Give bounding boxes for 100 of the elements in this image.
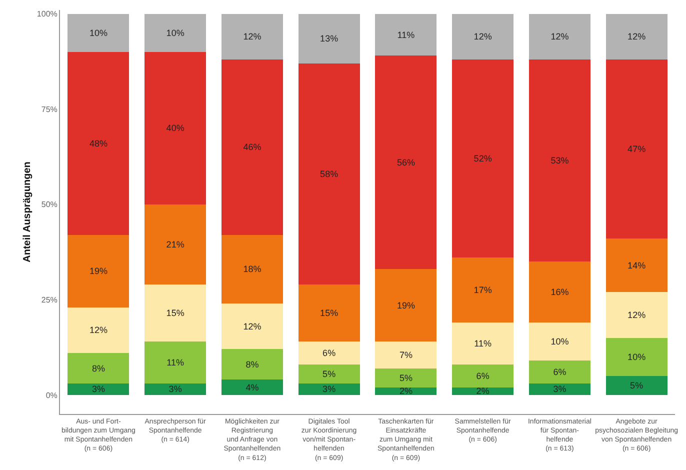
data-label: 7% (399, 350, 412, 360)
bar (298, 284, 360, 342)
data-label: 8% (246, 359, 259, 370)
data-label: 12% (628, 310, 646, 320)
bar (144, 14, 206, 52)
bar (452, 322, 514, 364)
bar (221, 234, 283, 304)
bar (606, 376, 668, 395)
y-tick-label: 50% (41, 200, 58, 210)
data-label: 12% (89, 325, 108, 336)
data-label: 8% (92, 363, 105, 374)
data-label: 19% (396, 300, 415, 310)
data-label: 11% (474, 338, 492, 348)
data-label: 6% (476, 370, 490, 381)
data-label: 12% (243, 321, 262, 332)
data-label: 10% (89, 28, 108, 38)
data-label: 10% (166, 28, 184, 38)
data-label: 6% (322, 348, 336, 358)
data-label: 4% (246, 382, 259, 392)
data-label: 48% (89, 138, 108, 148)
data-label: 18% (243, 264, 262, 274)
data-label: 12% (550, 32, 569, 42)
data-label: 5% (322, 368, 336, 379)
bar (68, 234, 130, 308)
data-label: 5% (399, 372, 412, 383)
bar (144, 384, 206, 395)
data-label: 58% (320, 168, 338, 179)
data-label: 21% (166, 239, 184, 250)
bar (606, 292, 668, 338)
data-label: 13% (320, 34, 338, 44)
data-label: 15% (320, 308, 338, 318)
bar (528, 360, 590, 384)
bar (375, 368, 437, 388)
bar (375, 342, 437, 368)
bar (68, 307, 130, 354)
bar (452, 258, 514, 323)
data-label: 12% (628, 32, 646, 42)
data-label: 40% (166, 123, 184, 134)
bar (298, 63, 360, 284)
bar (452, 364, 514, 388)
bar (298, 342, 360, 364)
data-label: 16% (550, 287, 569, 298)
y-axis-title: Anteil Ausprägungen (22, 162, 33, 262)
data-label: 3% (322, 384, 336, 394)
data-label: 3% (92, 384, 105, 394)
bar (68, 384, 130, 395)
data-label: 12% (243, 32, 262, 42)
bar (221, 380, 283, 395)
data-label: 52% (474, 154, 492, 164)
bar (528, 384, 590, 395)
bar (606, 14, 668, 60)
bar (68, 353, 130, 384)
data-label: 56% (396, 157, 415, 168)
bar (452, 14, 514, 60)
data-label: 46% (243, 142, 262, 152)
bar (221, 14, 283, 60)
data-label: 11% (166, 358, 184, 368)
bar (528, 262, 590, 323)
bar (144, 284, 206, 342)
y-tick-label: 100% (36, 10, 58, 19)
bar (375, 56, 437, 270)
data-label: 2% (476, 386, 490, 396)
data-label: 3% (553, 384, 566, 394)
bar (221, 349, 283, 380)
bar (606, 238, 668, 292)
data-label: 2% (399, 386, 412, 396)
data-label: 10% (550, 336, 569, 347)
y-tick-label: 25% (41, 295, 58, 304)
data-label: 47% (628, 144, 646, 154)
bar (298, 384, 360, 395)
bar (221, 303, 283, 350)
data-label: 14% (628, 260, 646, 270)
bar (606, 338, 668, 376)
bar (68, 52, 130, 235)
bar (606, 60, 668, 239)
data-label: 12% (474, 32, 492, 42)
bar (68, 14, 130, 52)
bar (298, 364, 360, 384)
data-label: 6% (553, 367, 566, 378)
data-label: 10% (628, 352, 646, 362)
data-label: 15% (166, 308, 184, 318)
y-tick-label: 75% (41, 104, 58, 114)
data-label: 11% (397, 30, 415, 40)
bar (221, 60, 283, 235)
data-label: 19% (89, 266, 108, 276)
data-label: 17% (474, 285, 492, 296)
bar (375, 14, 437, 56)
bar (144, 204, 206, 284)
bar (528, 60, 590, 262)
bar (528, 14, 590, 60)
data-label: 3% (168, 384, 182, 394)
bar (144, 342, 206, 384)
bar (528, 322, 590, 361)
bar (298, 14, 360, 64)
bar (375, 269, 437, 342)
bar (144, 52, 206, 204)
y-tick-label: 0% (46, 390, 58, 400)
data-label: 53% (550, 156, 569, 166)
bar (452, 60, 514, 258)
data-label: 5% (630, 380, 644, 390)
